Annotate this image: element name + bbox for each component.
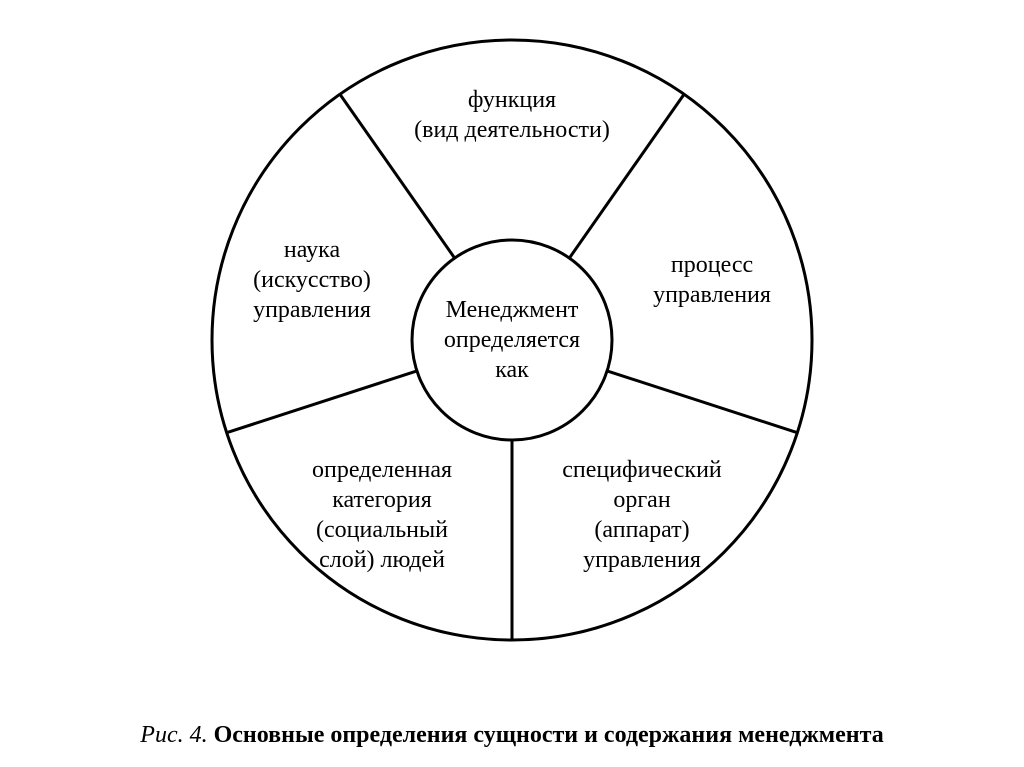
center-label: Менеджментопределяетсякак: [416, 295, 608, 385]
caption-text: Основные определения сущности и содержан…: [214, 722, 884, 748]
caption-prefix: Рис. 4.: [140, 722, 207, 748]
radial-diagram: Менеджментопределяетсякакфункция(вид дея…: [207, 35, 817, 645]
figure-caption: Рис. 4. Основные определения сущности и …: [0, 722, 1024, 749]
